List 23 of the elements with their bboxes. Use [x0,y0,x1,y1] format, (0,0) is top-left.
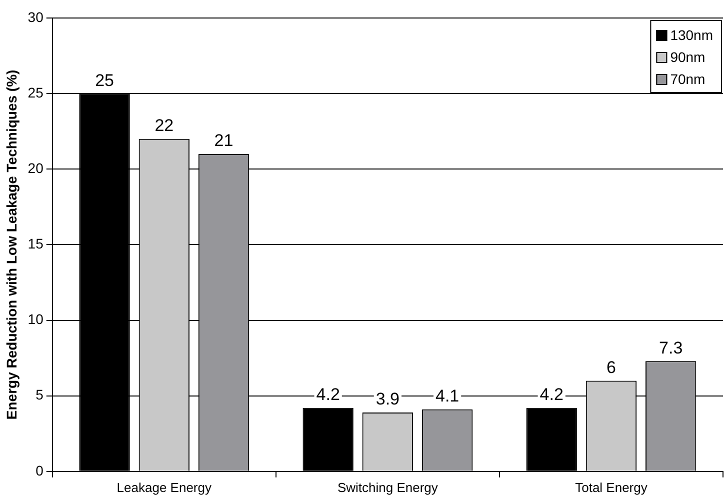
legend-label: 90nm [670,48,706,65]
legend-label: 130nm [670,26,714,43]
x-tick-label: Switching Energy [337,480,438,495]
y-tick-label: 0 [36,462,44,478]
x-tick-label: Leakage Energy [116,480,212,495]
y-tick-label: 20 [28,160,44,176]
y-tick-label: 30 [28,8,44,25]
data-label: 25 [95,70,114,90]
y-axis-title: Energy Reduction with Low Leakage Techniques (%) [3,70,20,420]
data-label: 4.1 [435,386,460,406]
y-tick-label: 25 [28,84,44,100]
y-tick-label: 5 [36,386,44,403]
data-label: 7.3 [659,338,683,358]
data-label: 4.2 [540,385,564,404]
x-tick-label: Total Energy [575,480,648,495]
data-label: 22 [154,116,174,136]
y-tick-label: 10 [28,311,44,328]
legend-label: 70nm [670,70,706,87]
y-tick-label: 15 [28,236,44,252]
data-label: 21 [214,131,234,150]
data-label: 3.9 [376,390,400,409]
data-label: 4.2 [316,385,340,404]
data-label: 6 [606,358,616,377]
